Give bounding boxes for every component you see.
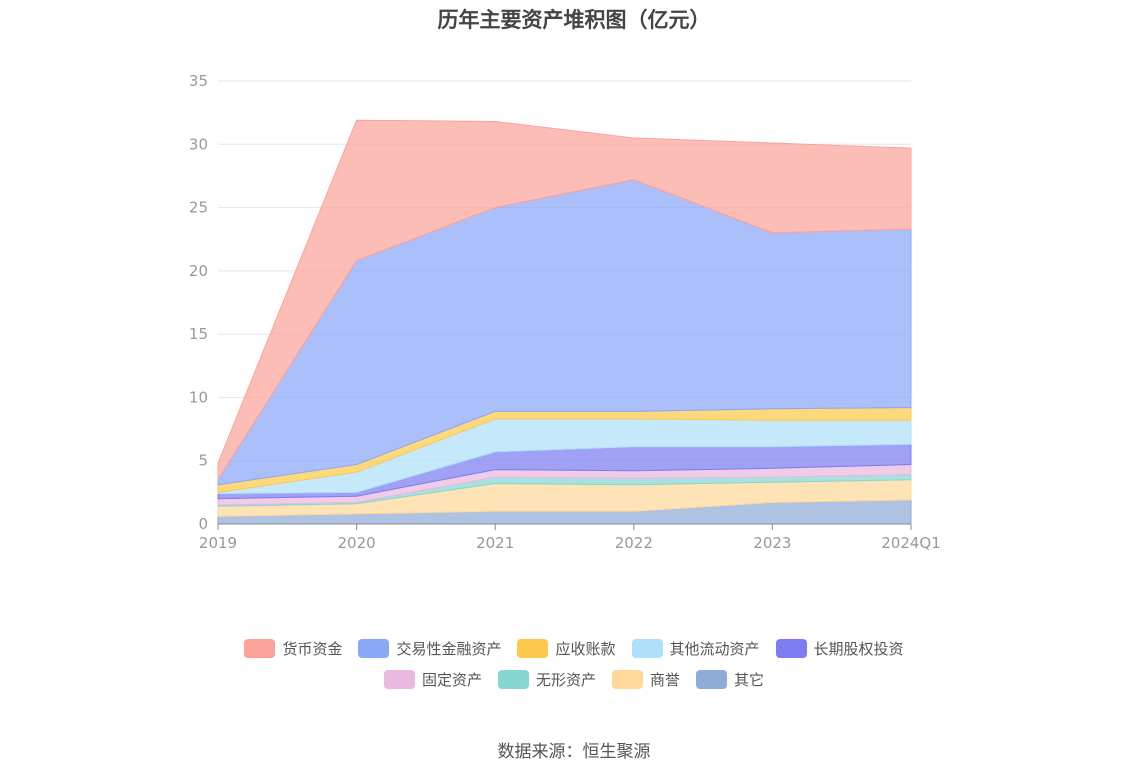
- legend-label: 商誉: [650, 671, 681, 689]
- y-tick-label: 25: [189, 199, 208, 217]
- legend-label: 应收账款: [555, 640, 616, 658]
- legend-swatch: [517, 639, 549, 658]
- legend-swatch: [696, 670, 728, 689]
- legend-item[interactable]: 交易性金融资产: [358, 638, 501, 659]
- legend-swatch: [244, 639, 276, 658]
- legend: 货币资金 交易性金融资产 应收账款 其他流动资产 长期股权投资 固定资产 无形资产 商誉 其它: [0, 638, 1148, 700]
- legend-swatch: [383, 670, 415, 689]
- y-tick-label: 35: [189, 72, 208, 90]
- legend-item[interactable]: 其它: [696, 669, 764, 690]
- stacked-area-chart: 0 5 10 15 20 25 30 35 2019 2020 2021 2022 2023 2024Q1: [189, 72, 941, 552]
- source-note: 数据来源：恒生聚源: [497, 742, 651, 762]
- legend-swatch: [358, 639, 390, 658]
- legend-item[interactable]: 货币资金: [244, 638, 342, 659]
- legend-label: 长期股权投资: [813, 640, 904, 658]
- legend-item[interactable]: 长期股权投资: [775, 638, 904, 659]
- legend-item[interactable]: 其他流动资产: [631, 638, 760, 659]
- x-tick-label: 2021: [476, 534, 514, 552]
- legend-label: 无形资产: [535, 671, 596, 689]
- legend-swatch: [775, 639, 807, 658]
- legend-swatch: [612, 670, 643, 689]
- y-tick-label: 30: [189, 135, 208, 153]
- y-tick-label: 0: [198, 515, 208, 533]
- legend-item[interactable]: 应收账款: [517, 638, 616, 659]
- legend-swatch: [497, 670, 529, 689]
- legend-label: 货币资金: [282, 640, 343, 658]
- legend-item[interactable]: 商誉: [612, 669, 680, 690]
- x-tick-label: 2020: [338, 534, 376, 552]
- legend-label: 其他流动资产: [669, 640, 760, 658]
- x-tick-label: 2022: [615, 534, 653, 552]
- legend-row: 货币资金 交易性金融资产 应收账款 其他流动资产 长期股权投资: [0, 638, 1148, 659]
- x-tick-label: 2023: [753, 534, 791, 552]
- y-tick-label: 5: [198, 452, 208, 470]
- y-tick-label: 20: [189, 262, 208, 280]
- legend-label: 其它: [734, 671, 765, 689]
- area-series-货币资金: [217, 119, 912, 482]
- area-series-layer: [217, 119, 912, 525]
- legend-item[interactable]: 无形资产: [497, 669, 596, 690]
- axes: 0 5 10 15 20 25 30 35 2019 2020 2021 2022 2023 2024Q1: [189, 72, 941, 552]
- legend-label: 交易性金融资产: [396, 640, 502, 658]
- y-tick-label: 15: [189, 325, 208, 343]
- legend-label: 固定资产: [421, 671, 482, 689]
- y-tick-label: 10: [189, 388, 208, 406]
- x-tick-label: 2024Q1: [881, 534, 941, 552]
- legend-item[interactable]: 固定资产: [383, 669, 482, 690]
- chart-title: 历年主要资产堆积图（亿元）: [437, 8, 711, 32]
- x-tick-label: 2019: [199, 534, 237, 552]
- legend-swatch: [631, 639, 663, 658]
- legend-row: 固定资产 无形资产 商誉 其它: [0, 669, 1148, 690]
